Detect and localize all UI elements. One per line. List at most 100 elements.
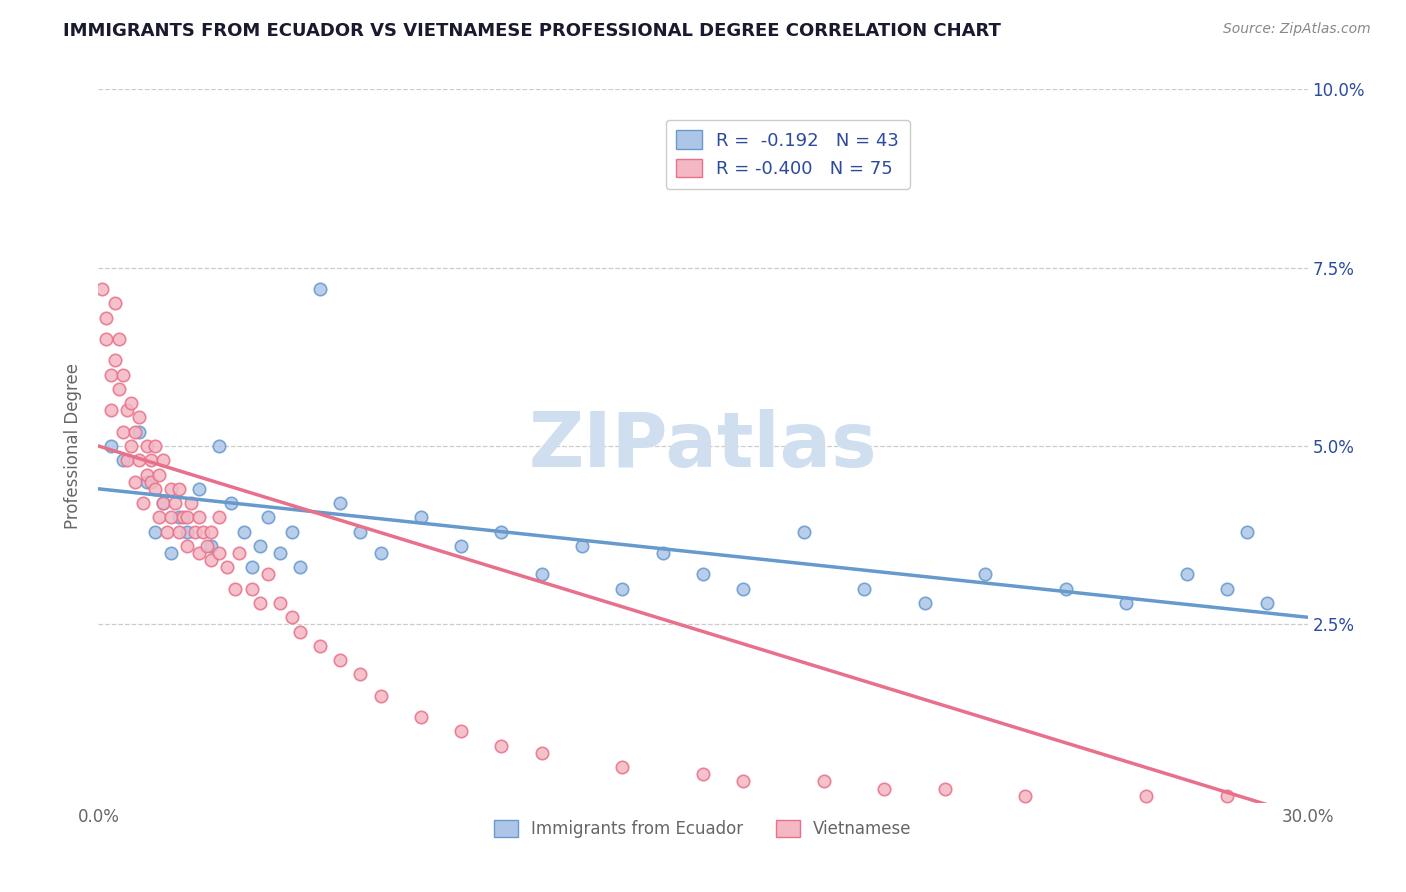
Point <box>249 539 271 553</box>
Point <box>103 353 125 368</box>
Point <box>228 546 250 560</box>
Point <box>124 425 146 439</box>
Point <box>1256 596 1278 610</box>
Point <box>733 774 755 789</box>
Point <box>163 496 186 510</box>
Point <box>349 667 371 681</box>
Point <box>409 710 432 724</box>
Point <box>370 546 392 560</box>
Point <box>1014 789 1036 803</box>
Point <box>281 524 304 539</box>
Point <box>256 510 278 524</box>
Point <box>128 410 150 425</box>
Point <box>288 560 311 574</box>
Point <box>612 760 634 774</box>
Point <box>160 482 183 496</box>
Point <box>309 282 332 296</box>
Point <box>692 767 714 781</box>
Point <box>176 524 198 539</box>
Point <box>135 439 157 453</box>
Point <box>873 781 896 796</box>
Point <box>180 496 202 510</box>
Text: IMMIGRANTS FROM ECUADOR VS VIETNAMESE PROFESSIONAL DEGREE CORRELATION CHART: IMMIGRANTS FROM ECUADOR VS VIETNAMESE PR… <box>63 22 1001 40</box>
Point <box>188 482 211 496</box>
Point <box>530 746 553 760</box>
Point <box>103 296 125 310</box>
Point <box>200 553 222 567</box>
Point <box>107 332 129 346</box>
Point <box>217 560 239 574</box>
Point <box>281 610 304 624</box>
Point <box>111 453 134 467</box>
Point <box>111 368 134 382</box>
Point <box>107 382 129 396</box>
Point <box>176 510 198 524</box>
Point <box>1216 582 1239 596</box>
Point <box>120 439 142 453</box>
Y-axis label: Professional Degree: Professional Degree <box>65 363 83 529</box>
Point <box>288 624 311 639</box>
Point <box>813 774 835 789</box>
Point <box>156 524 179 539</box>
Point <box>269 546 291 560</box>
Point <box>491 524 513 539</box>
Point <box>172 510 194 524</box>
Point <box>269 596 291 610</box>
Point <box>193 524 215 539</box>
Point <box>139 453 162 467</box>
Point <box>176 539 198 553</box>
Text: Source: ZipAtlas.com: Source: ZipAtlas.com <box>1223 22 1371 37</box>
Point <box>188 546 211 560</box>
Point <box>100 368 122 382</box>
Point <box>240 560 263 574</box>
Point <box>733 582 755 596</box>
Point <box>256 567 278 582</box>
Point <box>143 524 166 539</box>
Point <box>793 524 815 539</box>
Point <box>249 596 271 610</box>
Point <box>370 689 392 703</box>
Point <box>195 539 218 553</box>
Point <box>120 396 142 410</box>
Point <box>571 539 593 553</box>
Legend: Immigrants from Ecuador, Vietnamese: Immigrants from Ecuador, Vietnamese <box>488 813 918 845</box>
Point <box>530 567 553 582</box>
Point <box>115 403 138 417</box>
Point <box>692 567 714 582</box>
Point <box>224 582 246 596</box>
Point <box>135 475 157 489</box>
Point <box>148 467 170 482</box>
Point <box>1175 567 1198 582</box>
Point <box>450 724 472 739</box>
Point <box>221 496 243 510</box>
Point <box>143 439 166 453</box>
Point <box>167 524 190 539</box>
Point <box>329 496 352 510</box>
Point <box>135 467 157 482</box>
Point <box>208 439 231 453</box>
Point <box>111 425 134 439</box>
Point <box>651 546 673 560</box>
Point <box>200 539 222 553</box>
Point <box>148 510 170 524</box>
Point <box>152 496 174 510</box>
Point <box>152 453 174 467</box>
Point <box>167 482 190 496</box>
Point <box>167 510 190 524</box>
Point <box>240 582 263 596</box>
Point <box>612 582 634 596</box>
Point <box>208 510 231 524</box>
Point <box>132 496 155 510</box>
Point <box>115 453 138 467</box>
Point <box>974 567 997 582</box>
Point <box>914 596 936 610</box>
Text: ZIPatlas: ZIPatlas <box>529 409 877 483</box>
Point <box>91 282 114 296</box>
Point <box>160 510 183 524</box>
Point <box>450 539 472 553</box>
Point <box>184 524 207 539</box>
Point <box>1135 789 1157 803</box>
Point <box>491 739 513 753</box>
Point <box>200 524 222 539</box>
Point <box>1054 582 1077 596</box>
